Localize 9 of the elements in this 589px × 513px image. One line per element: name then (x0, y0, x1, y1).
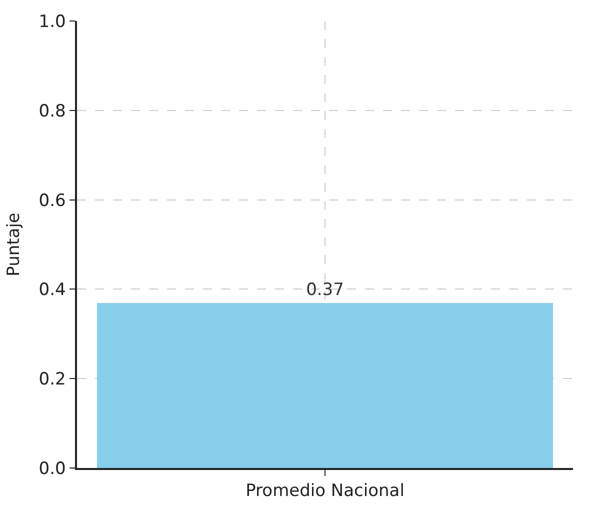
y-tick-label: 0.6 (38, 190, 66, 211)
y-tick-label: 0.0 (38, 458, 66, 479)
x-tick-label: Promedio Nacional (246, 481, 404, 502)
y-tick-label: 0.4 (38, 280, 66, 300)
y-tick-label: 1.0 (38, 12, 66, 32)
y-tick-label: 0.2 (38, 370, 66, 390)
data-label: 0.37 (306, 280, 344, 300)
y-axis-title: Puntaje (4, 212, 24, 276)
y-tick-label: 0.8 (38, 101, 66, 122)
